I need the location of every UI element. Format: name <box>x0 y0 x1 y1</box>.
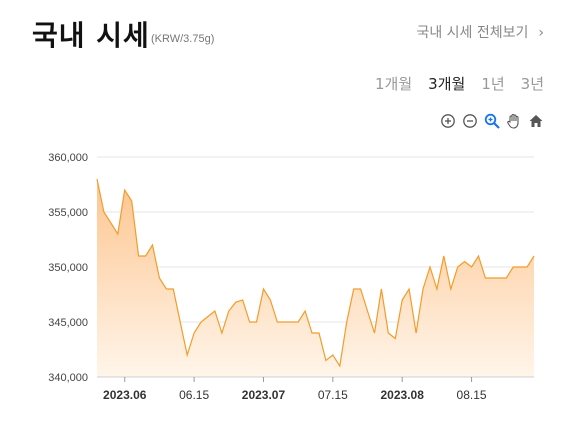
zoom-out-icon[interactable] <box>462 113 478 129</box>
home-icon[interactable] <box>528 113 544 129</box>
x-tick-label: 2023.08 <box>381 388 425 402</box>
y-tick-label: 360,000 <box>48 152 88 164</box>
x-tick-label: 08.15 <box>457 388 487 402</box>
tab-3-years[interactable]: 3년 <box>520 75 544 93</box>
price-line <box>96 178 535 368</box>
chart-toolbar <box>440 113 544 129</box>
view-all-link[interactable]: 국내 시세 전체보기 › <box>416 22 544 42</box>
x-tick-label: 06.15 <box>179 388 209 402</box>
zoom-in-icon[interactable] <box>440 113 456 129</box>
y-tick-label: 355,000 <box>48 207 88 219</box>
tab-3-months[interactable]: 3개월 <box>428 75 466 93</box>
tab-1-year[interactable]: 1년 <box>481 75 505 93</box>
y-axis: 340,000 345,000 350,000 355,000 360,000 <box>48 152 88 384</box>
x-axis: 2023.06 06.15 2023.07 07.15 2023.08 08.15 <box>97 376 534 402</box>
magnify-icon[interactable] <box>484 113 500 129</box>
page-title: 국내 시세 <box>32 19 150 52</box>
unit-label: (KRW/3.75g) <box>151 33 215 45</box>
y-tick-label: 345,000 <box>48 317 88 329</box>
x-tick-label: 07.15 <box>318 388 348 402</box>
y-tick-label: 350,000 <box>48 262 88 274</box>
period-tabs: 1개월 3개월 1년 3년 <box>375 73 544 94</box>
chevron-right-icon: › <box>538 25 544 41</box>
pan-hand-icon[interactable] <box>506 113 522 129</box>
chart-series <box>96 178 535 377</box>
price-area <box>97 179 534 377</box>
x-tick-label: 2023.07 <box>242 388 286 402</box>
tab-1-month[interactable]: 1개월 <box>375 75 413 93</box>
view-all-label: 국내 시세 전체보기 <box>416 25 529 41</box>
y-tick-label: 340,000 <box>48 372 88 384</box>
price-chart: 340,000 345,000 350,000 355,000 360,000 2023… <box>48 152 535 402</box>
x-tick-label: 2023.06 <box>103 388 147 402</box>
